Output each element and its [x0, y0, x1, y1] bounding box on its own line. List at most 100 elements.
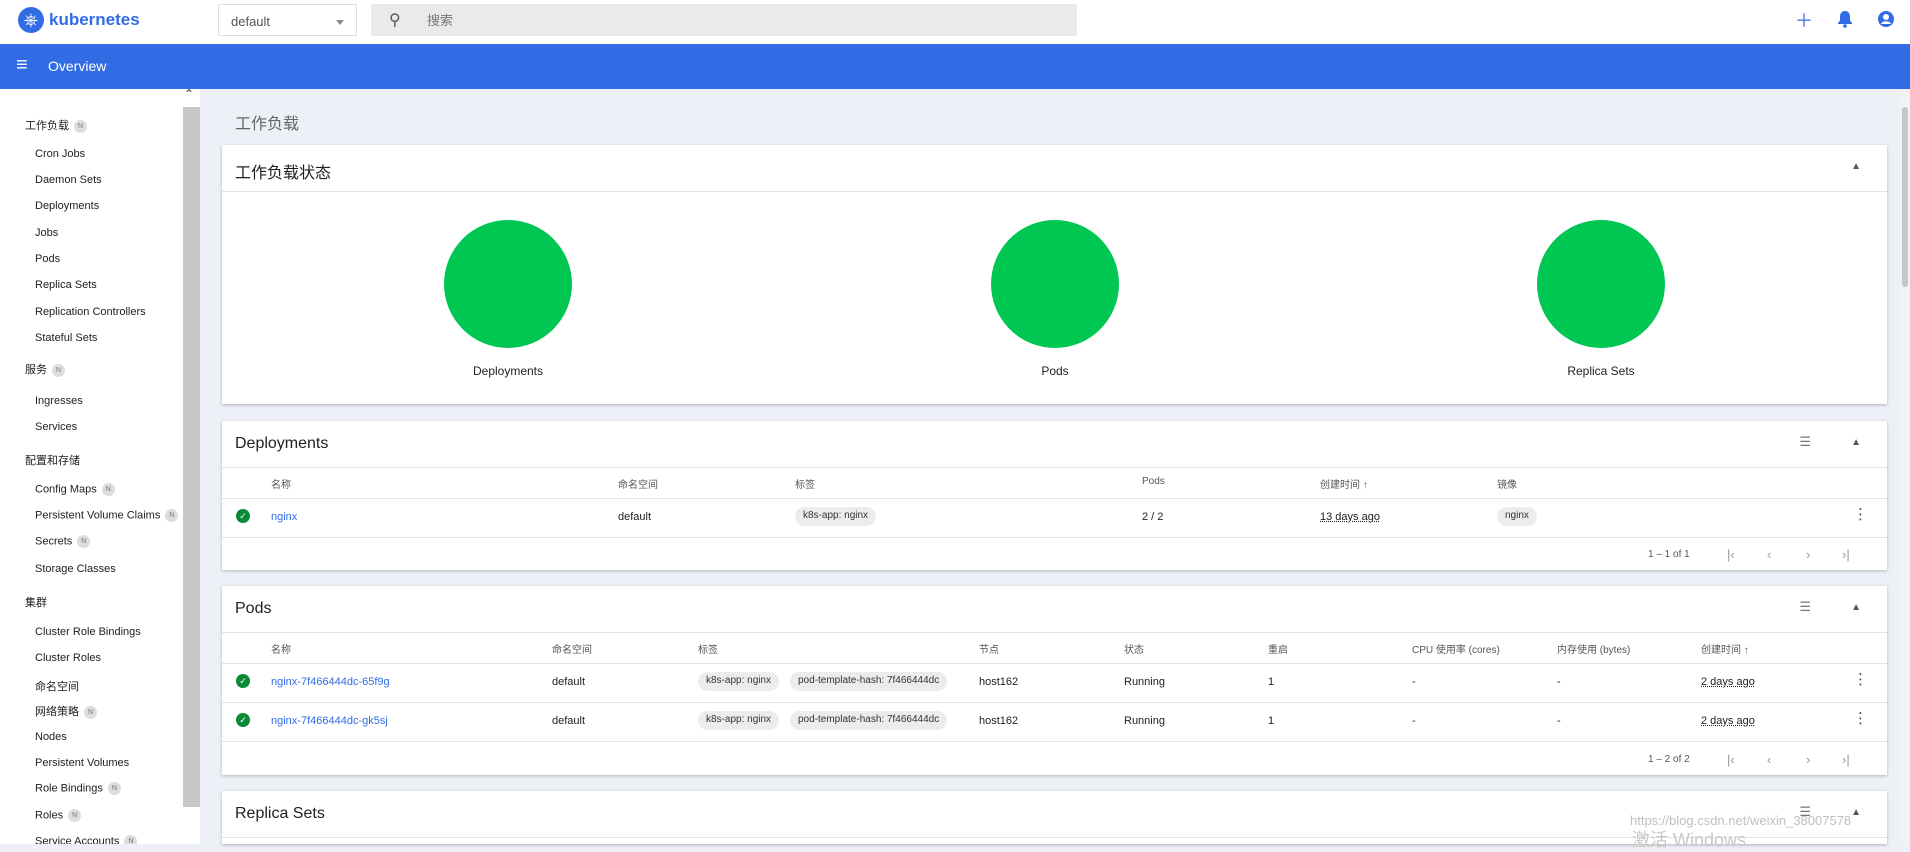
workload-status-card: 工作负载状态 ▲ Deployments Pods Replica Sets [222, 145, 1887, 404]
replica-sets-card: Replica Sets ☰ ▲ [222, 791, 1887, 844]
column-header: 标签 [795, 480, 815, 491]
sidebar-item-persistent-volumes[interactable]: Persistent Volumes [35, 757, 130, 769]
memory-cell: - [1557, 676, 1561, 688]
first-page-icon[interactable]: |‹ [1727, 752, 1735, 767]
status-cell: Running [1124, 676, 1165, 688]
deployments-status-label: Deployments [472, 364, 544, 378]
pods-status-circle[interactable] [991, 220, 1119, 348]
status-cell: Running [1124, 715, 1165, 727]
namespace-cell: default [618, 511, 652, 523]
next-page-icon[interactable]: › [1806, 752, 1811, 767]
first-page-icon[interactable]: |‹ [1727, 547, 1735, 562]
namespace-select[interactable]: default [218, 4, 357, 36]
sidebar-item-cluster-role-bindings[interactable]: Cluster Role Bindings [35, 626, 141, 638]
more-actions-icon[interactable]: ⋮ [1853, 506, 1868, 523]
column-header: 标签 [698, 645, 718, 656]
divider [222, 467, 1887, 468]
sidebar-item-config-maps[interactable]: Config Maps N [35, 483, 115, 496]
pagination-range: 1 – 2 of 2 [1648, 754, 1690, 765]
filter-icon[interactable]: ☰ [1799, 804, 1811, 819]
sidebar-item-pods[interactable]: Pods [35, 253, 61, 265]
sidebar-item-namespaces[interactable]: 命名空间 [35, 681, 79, 693]
column-header[interactable]: 创建时间 ↑ [1320, 480, 1368, 491]
next-page-icon[interactable]: › [1806, 547, 1811, 562]
column-header: 内存使用 (bytes) [1557, 645, 1631, 656]
card-title: Pods [235, 600, 272, 617]
sidebar-item-cron-jobs[interactable]: Cron Jobs [35, 148, 86, 160]
divider [222, 537, 1887, 538]
sidebar-item-daemon-sets[interactable]: Daemon Sets [35, 174, 102, 186]
replica-sets-status-label: Replica Sets [1567, 364, 1635, 378]
sidebar-item-ingresses[interactable]: Ingresses [35, 395, 83, 407]
prev-page-icon[interactable]: ‹ [1767, 547, 1772, 562]
sidebar-item-role-bindings[interactable]: Role Bindings N [35, 782, 121, 795]
menu-icon[interactable]: ≡ [16, 54, 28, 76]
deployment-name-link[interactable]: nginx [271, 511, 298, 523]
more-actions-icon[interactable]: ⋮ [1853, 671, 1868, 688]
search-box[interactable]: ⚲ [371, 4, 1077, 36]
sidebar-item-jobs[interactable]: Jobs [35, 227, 59, 239]
sidebar-scrollbar[interactable] [183, 107, 200, 807]
bell-icon[interactable] [1834, 10, 1856, 32]
collapse-icon[interactable]: ▲ [1851, 437, 1861, 448]
sidebar-item-network-policies[interactable]: 网络策略 N [35, 703, 97, 719]
status-ok-icon: ✓ [236, 509, 250, 523]
sidebar: ⌃ 工作负载 N Cron Jobs Daemon Sets Deployment… [0, 89, 200, 844]
account-icon[interactable] [1875, 10, 1897, 32]
namespace-cell: default [552, 715, 586, 727]
sidebar-item-replication-controllers[interactable]: Replication Controllers [35, 306, 146, 318]
scroll-thumb[interactable] [1902, 107, 1908, 287]
main-scrollbar[interactable] [1900, 89, 1910, 844]
card-title: Deployments [235, 435, 329, 452]
sidebar-item-cluster-roles[interactable]: Cluster Roles [35, 652, 102, 664]
sidebar-section-config-storage[interactable]: 配置和存储 [25, 455, 80, 467]
sidebar-item-services[interactable]: Services [35, 421, 78, 433]
kubernetes-logo-icon[interactable]: ⎈ [18, 7, 44, 33]
scroll-up-icon[interactable]: ⌃ [184, 89, 195, 101]
column-header[interactable]: 名称 [271, 645, 291, 656]
sidebar-item-service-accounts[interactable]: Service Accounts N [35, 835, 138, 844]
search-icon: ⚲ [389, 12, 401, 29]
dropdown-caret-icon [336, 20, 344, 25]
pods-card: Pods ☰ ▲ 名称 命名空间 标签 节点 状态 重启 CPU 使用率 (co… [222, 586, 1887, 775]
pod-name-link[interactable]: nginx-7f466444dc-gk5sj [271, 715, 388, 727]
sidebar-item-stateful-sets[interactable]: Stateful Sets [35, 332, 98, 344]
node-cell: host162 [979, 676, 1019, 688]
column-header[interactable]: 命名空间 [552, 645, 592, 656]
search-input[interactable] [427, 10, 1027, 30]
last-page-icon[interactable]: ›| [1842, 547, 1850, 562]
replica-sets-status-circle[interactable] [1537, 220, 1665, 348]
pod-name-link[interactable]: nginx-7f466444dc-65f9g [271, 676, 390, 688]
column-header[interactable]: 名称 [271, 480, 291, 491]
pagination-range: 1 – 1 of 1 [1648, 549, 1690, 560]
filter-icon[interactable]: ☰ [1799, 434, 1811, 449]
new-badge: N [165, 509, 179, 522]
label-chip: k8s-app: nginx [698, 672, 780, 691]
namespace-value: default [231, 14, 271, 29]
sidebar-section-cluster[interactable]: 集群 [25, 597, 47, 609]
sidebar-section-workloads[interactable]: 工作负载 N [25, 117, 87, 133]
sidebar-item-secrets[interactable]: Secrets N [35, 535, 91, 548]
collapse-icon[interactable]: ▲ [1851, 807, 1861, 818]
sidebar-item-deployments[interactable]: Deployments [35, 200, 100, 212]
logo-text[interactable]: kubernetes [49, 10, 140, 29]
more-actions-icon[interactable]: ⋮ [1853, 710, 1868, 727]
sidebar-item-nodes[interactable]: Nodes [35, 731, 67, 743]
sidebar-item-replica-sets[interactable]: Replica Sets [35, 279, 97, 291]
deployments-status-circle[interactable] [444, 220, 572, 348]
filter-icon[interactable]: ☰ [1799, 599, 1811, 614]
column-header[interactable]: 创建时间 ↑ [1701, 645, 1749, 656]
collapse-icon[interactable]: ▲ [1851, 602, 1861, 613]
pods-status-label: Pods [1041, 364, 1069, 378]
column-header[interactable]: 命名空间 [618, 480, 658, 491]
collapse-icon[interactable]: ▲ [1851, 161, 1861, 172]
sidebar-section-services[interactable]: 服务 N [25, 361, 65, 377]
add-icon[interactable]: ＋ [1795, 11, 1813, 31]
sidebar-item-roles[interactable]: Roles N [35, 809, 82, 822]
prev-page-icon[interactable]: ‹ [1767, 752, 1772, 767]
status-ok-icon: ✓ [236, 674, 250, 688]
restarts-cell: 1 [1268, 676, 1275, 688]
last-page-icon[interactable]: ›| [1842, 752, 1850, 767]
sidebar-item-persistent-volume-claims[interactable]: Persistent Volume Claims N [35, 509, 179, 522]
sidebar-item-storage-classes[interactable]: Storage Classes [35, 563, 116, 575]
